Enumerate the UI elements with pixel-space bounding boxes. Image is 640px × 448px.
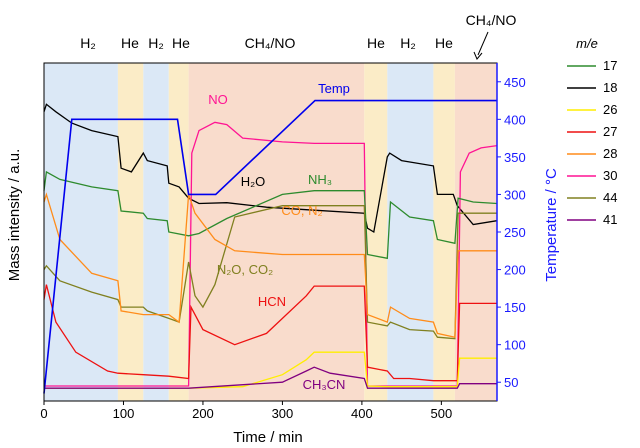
legend: m/e 17 18 26 27 28 30 44 41 xyxy=(567,36,617,227)
legend-label-30: 30 xyxy=(603,168,617,183)
y2-tick-label-5: 300 xyxy=(504,187,526,202)
series-line-41 xyxy=(44,366,497,389)
y2-tick-label-4: 250 xyxy=(504,225,526,240)
phase-labels: H₂ He H₂ He CH₄/NO He H₂ He CH₄/NO xyxy=(80,12,517,60)
legend-label-18: 18 xyxy=(603,80,617,95)
phase-label-6: H₂ xyxy=(400,35,416,51)
axis-ticks: 0 100 200 300 400 500 50 100 150 200 250 300 350 400 4… xyxy=(40,75,525,421)
series-lines xyxy=(43,99,498,394)
series-line-44 xyxy=(43,205,497,340)
x-axis-label: Time / min xyxy=(233,429,302,446)
series-line-18 xyxy=(43,103,498,234)
phase-label-7: He xyxy=(435,35,453,51)
series-line-30 xyxy=(44,121,498,387)
annotation-2: H₂O xyxy=(241,174,266,189)
phase-bands xyxy=(44,63,497,401)
legend-label-44: 44 xyxy=(603,190,617,205)
phase-label-0: H₂ xyxy=(80,35,96,51)
annotation-1: NO xyxy=(208,92,228,107)
y2-tick-label-0: 50 xyxy=(504,375,518,390)
series-line-28 xyxy=(43,192,497,338)
annotations: Temp NO H₂O NH₃ CO, N₂ N₂O, CO₂ HCN CH₃CN xyxy=(208,81,350,392)
x-tick-label-0: 0 xyxy=(40,406,47,421)
phase-arrow xyxy=(477,31,489,56)
legend-label-26: 26 xyxy=(603,102,617,117)
y2-tick-label-8: 450 xyxy=(504,75,526,90)
phase-band-6 xyxy=(387,63,434,401)
x-tick-label-5: 500 xyxy=(431,406,453,421)
x-tick-label-4: 400 xyxy=(351,406,373,421)
temperature-line xyxy=(43,99,497,394)
phase-label-5: He xyxy=(367,35,385,51)
series-line-27 xyxy=(43,284,497,382)
phase-band-8 xyxy=(454,63,497,401)
legend-label-41: 41 xyxy=(603,212,617,227)
phase-band-7 xyxy=(433,63,455,401)
legend-label-17: 17 xyxy=(603,58,617,73)
phase-band-4 xyxy=(188,63,365,401)
phase-band-3 xyxy=(168,63,189,401)
x-tick-label-2: 200 xyxy=(192,406,214,421)
annotation-6: HCN xyxy=(258,294,286,309)
legend-label-27: 27 xyxy=(603,124,617,139)
legend-title: m/e xyxy=(576,36,598,51)
annotation-0: Temp xyxy=(318,81,350,96)
y2-axis-label: Temperature / °C xyxy=(543,168,560,282)
y2-tick-label-3: 200 xyxy=(504,263,526,278)
annotation-5: N₂O, CO₂ xyxy=(217,262,273,277)
phase-label-2: H₂ xyxy=(148,35,164,51)
phase-label-3: He xyxy=(172,35,190,51)
legend-label-28: 28 xyxy=(603,146,617,161)
phase-label-1: He xyxy=(121,35,139,51)
x-tick-label-1: 100 xyxy=(113,406,135,421)
phase-arrow-head xyxy=(473,51,483,60)
y2-tick-label-7: 400 xyxy=(504,112,526,127)
phase-label-4: CH₄/NO xyxy=(245,35,296,51)
y-axis-label: Mass intensity / a.u. xyxy=(6,149,23,282)
phase-band-1 xyxy=(117,63,144,401)
series-line-26 xyxy=(44,351,497,389)
phase-label-8: CH₄/NO xyxy=(466,12,517,28)
y2-tick-label-6: 350 xyxy=(504,150,526,165)
x-tick-label-3: 300 xyxy=(272,406,294,421)
phase-band-5 xyxy=(364,63,388,401)
y2-tick-label-1: 100 xyxy=(504,338,526,353)
annotation-7: CH₃CN xyxy=(303,377,346,392)
series-line-17 xyxy=(43,170,498,260)
phase-band-0 xyxy=(44,63,118,401)
y2-tick-label-2: 150 xyxy=(504,300,526,315)
phase-band-2 xyxy=(143,63,169,401)
annotation-4: CO, N₂ xyxy=(281,203,322,218)
annotation-3: NH₃ xyxy=(308,172,332,187)
